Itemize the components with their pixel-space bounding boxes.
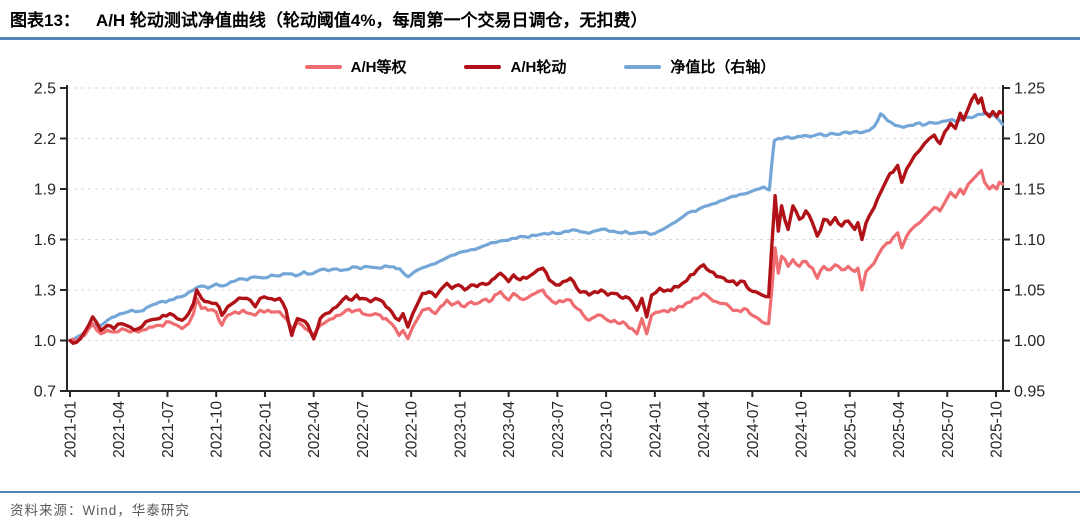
svg-text:2.5: 2.5 xyxy=(34,81,56,98)
svg-text:2024-07: 2024-07 xyxy=(745,401,762,458)
series-ah-rotation-line xyxy=(68,93,1005,345)
svg-text:0.95: 0.95 xyxy=(1014,384,1045,401)
svg-text:2021-04: 2021-04 xyxy=(111,401,128,458)
x-axis-labels: 2021-01 2021-04 2021-07 2021-10 2022-01 2022-… xyxy=(63,401,1006,458)
svg-text:2022-04: 2022-04 xyxy=(306,401,323,458)
legend-label-ah-rotation: A/H轮动 xyxy=(510,59,567,76)
svg-text:2021-10: 2021-10 xyxy=(209,401,226,458)
svg-text:1.6: 1.6 xyxy=(34,232,56,249)
svg-text:2025-01: 2025-01 xyxy=(842,401,859,458)
svg-text:1.05: 1.05 xyxy=(1014,283,1045,300)
svg-text:2025-04: 2025-04 xyxy=(891,401,908,458)
legend-item-ah-equal-weight: A/H等权 xyxy=(304,56,407,77)
axis-ticks xyxy=(60,87,1010,397)
y-gridlines xyxy=(67,87,1003,341)
svg-text:1.15: 1.15 xyxy=(1014,182,1045,199)
legend-item-ah-rotation: A/H轮动 xyxy=(464,56,566,77)
svg-text:2022-07: 2022-07 xyxy=(355,401,372,458)
svg-text:2024-10: 2024-10 xyxy=(794,401,811,458)
figure-tag: 图表13： xyxy=(10,11,80,30)
footer-rule xyxy=(0,491,1080,493)
svg-text:2025-07: 2025-07 xyxy=(940,401,957,458)
svg-text:2.2: 2.2 xyxy=(34,131,56,148)
svg-text:1.10: 1.10 xyxy=(1014,232,1045,249)
svg-text:2023-07: 2023-07 xyxy=(550,401,567,458)
legend-swatch-nav-ratio xyxy=(624,64,662,69)
chart-legend: A/H等权 A/H轮动 净值比（右轴） xyxy=(0,56,1080,77)
left-axis-labels: 0.7 1.0 1.3 1.6 1.9 2.2 2.5 xyxy=(34,81,56,401)
svg-text:2023-04: 2023-04 xyxy=(501,401,518,458)
legend-swatch-ah-equal-weight xyxy=(304,64,342,69)
svg-text:1.9: 1.9 xyxy=(34,182,56,199)
svg-text:2022-10: 2022-10 xyxy=(404,401,421,458)
legend-label-ah-equal-weight: A/H等权 xyxy=(350,59,407,76)
svg-text:1.00: 1.00 xyxy=(1014,333,1045,350)
legend-swatch-ah-rotation xyxy=(464,64,502,69)
legend-item-nav-ratio: 净值比（右轴） xyxy=(624,56,775,77)
svg-text:2021-01: 2021-01 xyxy=(63,401,80,458)
svg-text:1.3: 1.3 xyxy=(34,283,56,300)
svg-text:2024-01: 2024-01 xyxy=(647,401,664,458)
title-rule xyxy=(0,37,1080,40)
svg-text:1.0: 1.0 xyxy=(34,333,56,350)
svg-text:2021-07: 2021-07 xyxy=(160,401,177,458)
svg-text:2023-10: 2023-10 xyxy=(599,401,616,458)
svg-text:2023-01: 2023-01 xyxy=(452,401,469,458)
right-axis-labels: 0.95 1.00 1.05 1.10 1.15 1.20 1.25 xyxy=(1014,81,1045,401)
series-ah-equal-weight-line xyxy=(68,168,1005,344)
figure-title-line: 图表13： A/H 轮动测试净值曲线（轮动阈值4%，每周第一个交易日调仓，无扣费） xyxy=(10,6,648,31)
source-note: 资料来源：Wind，华泰研究 xyxy=(10,503,190,518)
series-nav-ratio-line xyxy=(68,112,1005,343)
svg-text:2025-10: 2025-10 xyxy=(989,401,1006,458)
svg-text:1.25: 1.25 xyxy=(1014,81,1045,98)
svg-text:2022-01: 2022-01 xyxy=(257,401,274,458)
legend-label-nav-ratio: 净值比（右轴） xyxy=(670,59,776,76)
svg-text:0.7: 0.7 xyxy=(34,384,56,401)
svg-text:1.20: 1.20 xyxy=(1014,131,1045,148)
svg-text:2024-04: 2024-04 xyxy=(696,401,713,458)
figure-title: A/H 轮动测试净值曲线（轮动阈值4%，每周第一个交易日调仓，无扣费） xyxy=(95,11,648,30)
